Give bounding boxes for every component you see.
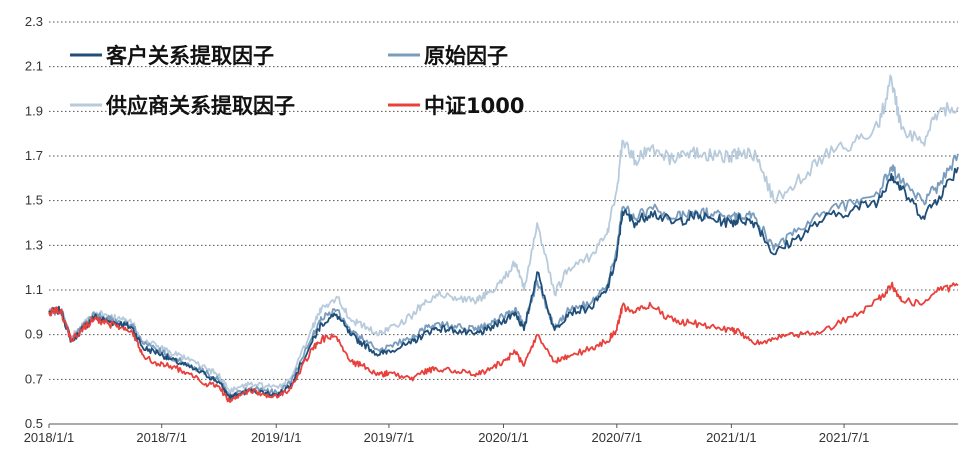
- legend-label: 中证1000: [424, 94, 524, 118]
- y-tick-label: 0.7: [25, 371, 43, 386]
- y-tick-label: 1.5: [25, 193, 43, 208]
- series-lines: [48, 74, 959, 403]
- x-tick-label: 2019/7/1: [364, 430, 415, 445]
- legend-label: 客户关系提取因子: [106, 44, 274, 68]
- y-tick-label: 0.9: [25, 327, 43, 342]
- x-tick-label: 2020/7/1: [592, 430, 643, 445]
- y-tick-label: 1.7: [25, 148, 43, 163]
- legend-label: 原始因子: [424, 44, 508, 68]
- x-tick-label: 2019/1/1: [251, 430, 302, 445]
- series-line-3: [48, 281, 959, 403]
- y-tick-label: 1.9: [25, 103, 43, 118]
- y-tick-label: 2.1: [25, 59, 43, 74]
- x-tick-label: 2020/1/1: [478, 430, 529, 445]
- x-tick-label: 2021/1/1: [706, 430, 757, 445]
- y-tick-label: 1.1: [25, 282, 43, 297]
- y-tick-label: 1.3: [25, 237, 43, 252]
- series-line-1: [48, 153, 959, 398]
- x-tick-label: 2018/7/1: [136, 430, 187, 445]
- axes: 0.5 0.7 0.9 1.1 1.3 1.5 1.7 1.9 2.1 2.3 2018/1/1 20…: [24, 14, 958, 445]
- x-tick-label: 2018/1/1: [24, 430, 75, 445]
- x-tick-label: 2021/7/1: [819, 430, 870, 445]
- y-tick-label: 2.3: [25, 14, 43, 29]
- series-line-2: [48, 74, 959, 394]
- y-tick-label: 0.5: [25, 416, 43, 431]
- legend-label: 供应商关系提取因子: [105, 94, 295, 118]
- series-line-0: [48, 166, 959, 400]
- gridlines: [49, 21, 958, 380]
